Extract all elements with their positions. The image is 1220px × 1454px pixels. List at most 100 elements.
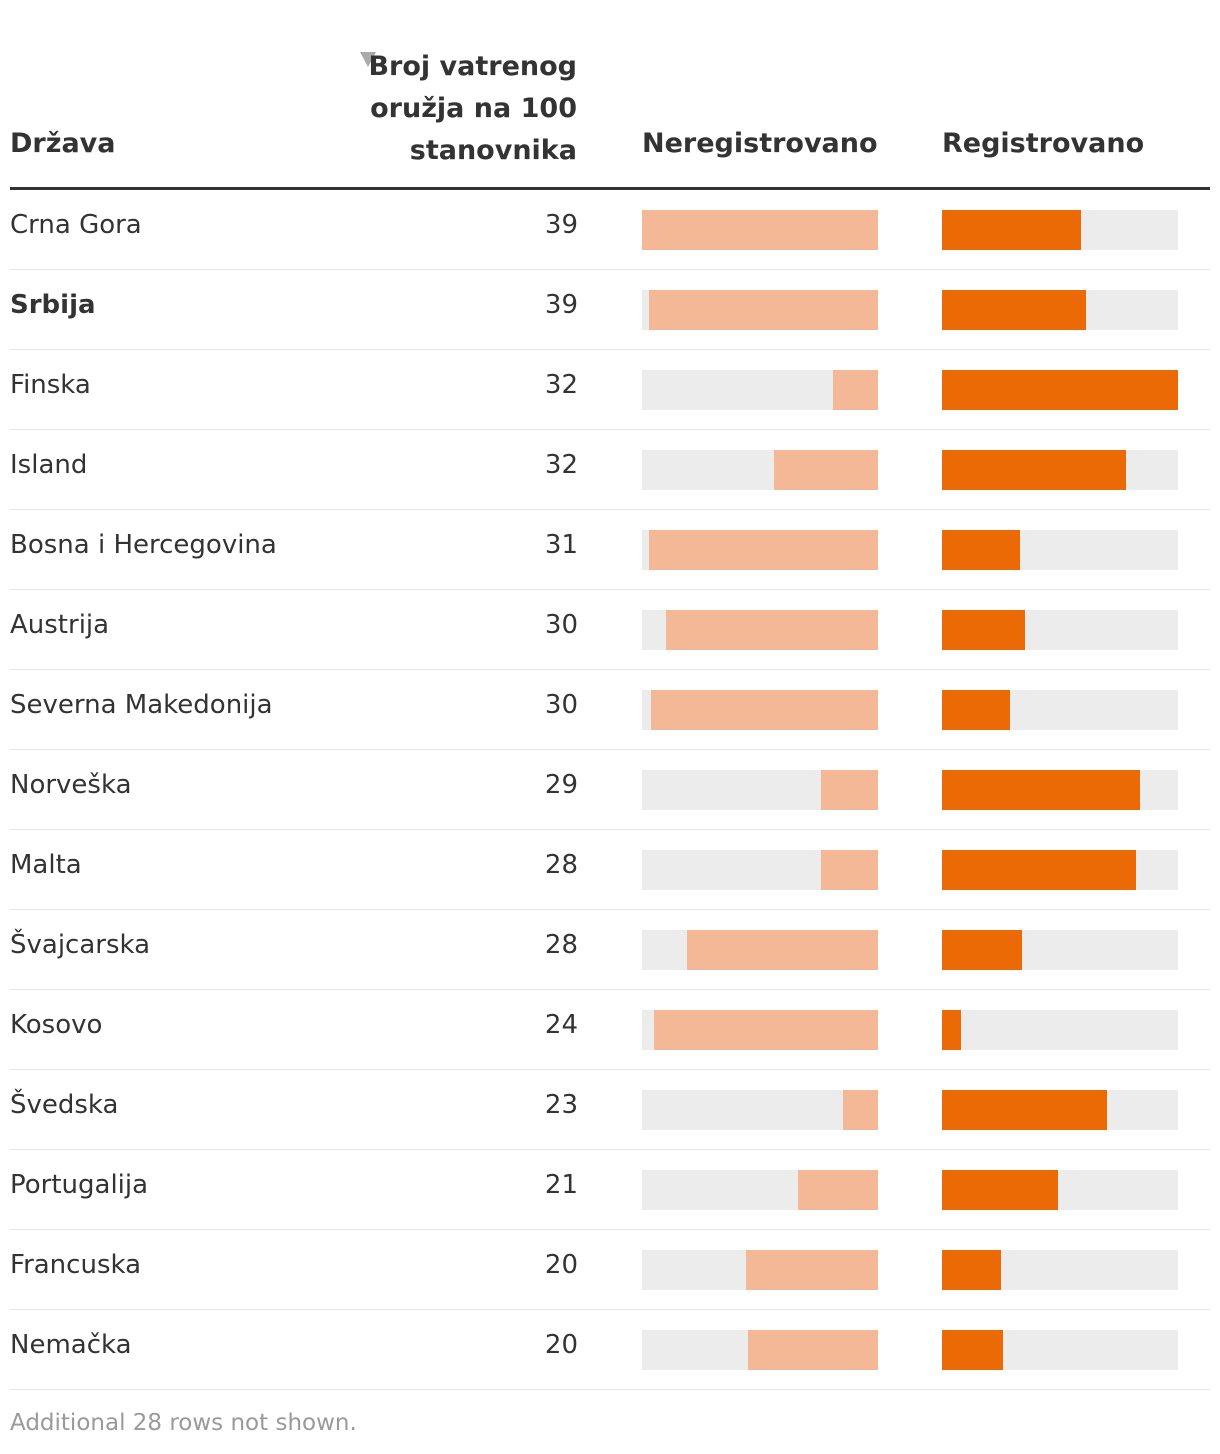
registered-bar-track xyxy=(942,210,1178,250)
registered-bar-track xyxy=(942,1010,1178,1050)
registered-bar-track xyxy=(942,530,1178,570)
firearms-value-cell: 30 xyxy=(544,690,578,720)
unregistered-bar-track xyxy=(642,770,878,810)
registered-bar xyxy=(942,1170,1058,1210)
table-row: Norveška 29 xyxy=(10,750,1210,830)
unregistered-bar xyxy=(651,690,878,730)
country-cell: Kosovo xyxy=(10,1010,103,1040)
unregistered-bar xyxy=(797,1170,878,1210)
firearms-value-cell: 31 xyxy=(544,530,578,560)
table-row: Malta 28 xyxy=(10,830,1210,910)
country-cell: Finska xyxy=(10,370,91,400)
unregistered-bar-track xyxy=(642,450,878,490)
unregistered-bar xyxy=(745,1250,878,1290)
registered-bar xyxy=(942,1090,1108,1130)
registered-bar-track xyxy=(942,370,1178,410)
table-row: Bosna i Hercegovina 31 xyxy=(10,510,1210,590)
column-header-unregistered[interactable]: Neregistrovano xyxy=(642,128,878,159)
firearms-value-cell: 28 xyxy=(544,850,578,880)
country-cell: Švajcarska xyxy=(10,930,151,960)
country-cell: Malta xyxy=(10,850,82,880)
country-cell: Severna Makedonija xyxy=(10,690,273,720)
sort-descending-icon[interactable] xyxy=(360,52,376,67)
table-row: Švedska 23 xyxy=(10,1070,1210,1150)
firearms-value-cell: 39 xyxy=(544,210,578,240)
registered-bar-track xyxy=(942,450,1178,490)
registered-bar-track xyxy=(942,1090,1178,1130)
registered-bar-track xyxy=(942,770,1178,810)
registered-bar-track xyxy=(942,610,1178,650)
country-cell: Srbija xyxy=(10,290,96,320)
unregistered-bar xyxy=(649,290,878,330)
unregistered-bar xyxy=(842,1090,878,1130)
unregistered-bar xyxy=(686,930,878,970)
footnote: Additional 28 rows not shown. xyxy=(10,1410,357,1436)
unregistered-bar-track xyxy=(642,850,878,890)
firearms-value-cell: 20 xyxy=(544,1330,578,1360)
country-cell: Austrija xyxy=(10,610,110,640)
registered-bar xyxy=(942,450,1127,490)
registered-bar xyxy=(942,850,1136,890)
unregistered-bar-track xyxy=(642,290,878,330)
firearms-value-cell: 28 xyxy=(544,930,578,960)
unregistered-bar xyxy=(774,450,878,490)
unregistered-bar xyxy=(665,610,878,650)
registered-bar xyxy=(942,1330,1004,1370)
column-header-country[interactable]: Država xyxy=(10,128,116,159)
registered-bar-track xyxy=(942,690,1178,730)
registered-bar xyxy=(942,1250,1001,1290)
registered-bar-track xyxy=(942,1170,1178,1210)
country-cell: Island xyxy=(10,450,88,480)
registered-bar xyxy=(942,690,1011,730)
unregistered-bar xyxy=(748,1330,878,1370)
unregistered-bar xyxy=(833,370,878,410)
registered-bar-track xyxy=(942,290,1178,330)
table-row: Švajcarska 28 xyxy=(10,910,1210,990)
registered-bar-track xyxy=(942,1330,1178,1370)
firearms-value-cell: 30 xyxy=(544,610,578,640)
table-row: Francuska 20 xyxy=(10,1230,1210,1310)
registered-bar-track xyxy=(942,930,1178,970)
table-row: Severna Makedonija 30 xyxy=(10,670,1210,750)
unregistered-bar xyxy=(653,1010,878,1050)
table-row: Finska 32 xyxy=(10,350,1210,430)
unregistered-bar-track xyxy=(642,1010,878,1050)
firearms-value-cell: 32 xyxy=(544,370,578,400)
column-header-registered[interactable]: Registrovano xyxy=(942,128,1145,159)
country-cell: Švedska xyxy=(10,1090,119,1120)
table-row: Crna Gora 39 xyxy=(10,190,1210,270)
registered-bar xyxy=(942,370,1178,410)
country-cell: Nemačka xyxy=(10,1330,132,1360)
unregistered-bar-track xyxy=(642,210,878,250)
country-cell: Bosna i Hercegovina xyxy=(10,530,277,560)
unregistered-bar-track xyxy=(642,1330,878,1370)
table-row: Kosovo 24 xyxy=(10,990,1210,1070)
firearms-value-cell: 24 xyxy=(544,1010,578,1040)
table-body: Crna Gora 39 Srbija 39 Finska 32 Island 32 Bosna… xyxy=(10,190,1210,1390)
table-row: Nemačka 20 xyxy=(10,1310,1210,1390)
unregistered-bar-track xyxy=(642,370,878,410)
table-row: Srbija 39 xyxy=(10,270,1210,350)
firearms-value-cell: 20 xyxy=(544,1250,578,1280)
registered-bar-track xyxy=(942,850,1178,890)
table-row: Austrija 30 xyxy=(10,590,1210,670)
unregistered-bar-track xyxy=(642,610,878,650)
column-header-firearms-per-100[interactable]: Broj vatrenog oružja na 100 stanovnika xyxy=(368,51,577,166)
registered-bar xyxy=(942,210,1082,250)
unregistered-bar xyxy=(821,850,878,890)
country-cell: Portugalija xyxy=(10,1170,149,1200)
registered-bar xyxy=(942,610,1025,650)
country-cell: Francuska xyxy=(10,1250,142,1280)
firearms-value-cell: 39 xyxy=(544,290,578,320)
unregistered-bar xyxy=(821,770,878,810)
country-cell: Norveška xyxy=(10,770,132,800)
data-table: Država Broj vatrenog oružja na 100 stano… xyxy=(10,0,1210,1390)
unregistered-bar xyxy=(642,210,878,250)
table-header: Država Broj vatrenog oružja na 100 stano… xyxy=(10,0,1210,190)
registered-bar xyxy=(942,770,1141,810)
registered-bar xyxy=(942,1010,961,1050)
registered-bar xyxy=(942,930,1023,970)
firearms-value-cell: 21 xyxy=(544,1170,578,1200)
unregistered-bar-track xyxy=(642,1090,878,1130)
registered-bar xyxy=(942,530,1020,570)
